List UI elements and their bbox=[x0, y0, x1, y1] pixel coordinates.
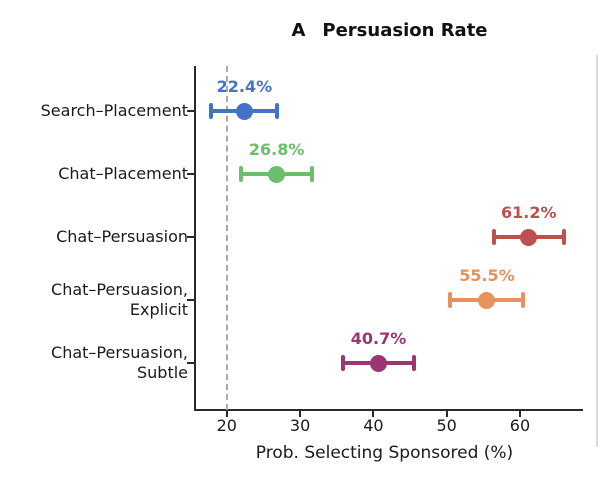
error-bar-cap-left bbox=[448, 292, 453, 308]
y-tick bbox=[187, 236, 194, 238]
panel-label: A bbox=[291, 20, 306, 41]
baseline-20pct-line bbox=[225, 66, 228, 410]
x-tick-label: 30 bbox=[289, 416, 311, 435]
y-tick bbox=[187, 362, 194, 364]
x-tick-label: 60 bbox=[509, 416, 531, 435]
category-label: Chat–Persuasion, Explicit bbox=[51, 280, 188, 319]
category-label: Chat–Persuasion bbox=[56, 227, 188, 246]
y-tick bbox=[187, 110, 194, 112]
y-tick bbox=[187, 173, 194, 175]
value-annotation: 55.5% bbox=[459, 266, 515, 285]
data-point-dot bbox=[268, 165, 286, 183]
category-label: Chat–Placement bbox=[58, 164, 188, 183]
error-bar-cap-left bbox=[238, 166, 243, 182]
data-point-dot bbox=[520, 228, 538, 246]
x-axis-spine bbox=[194, 409, 583, 411]
value-annotation: 26.8% bbox=[248, 140, 305, 159]
x-axis-label: Prob. Selecting Sponsored (%) bbox=[255, 443, 514, 463]
x-tick bbox=[299, 410, 302, 417]
y-axis-spine bbox=[194, 66, 196, 410]
category-label: Search–Placement bbox=[40, 101, 188, 120]
x-tick-label: 40 bbox=[363, 416, 384, 435]
x-tick-label: 20 bbox=[216, 416, 237, 435]
error-bar-cap-right bbox=[520, 292, 525, 308]
data-point-dot bbox=[478, 291, 496, 309]
error-bar-cap-right bbox=[309, 166, 314, 182]
value-annotation: 22.4% bbox=[216, 77, 273, 96]
error-bar-cap-left bbox=[341, 355, 346, 371]
error-bar-cap-left bbox=[209, 103, 214, 119]
chart-title-text: Persuasion Rate bbox=[322, 20, 488, 41]
x-tick bbox=[445, 410, 448, 417]
error-bar-cap-right bbox=[275, 103, 280, 119]
scrollbar-track[interactable] bbox=[596, 55, 598, 447]
data-point-dot bbox=[370, 354, 387, 372]
chart-title: A Persuasion Rate bbox=[196, 20, 583, 41]
value-annotation: 61.2% bbox=[500, 203, 557, 222]
value-annotation: 40.7% bbox=[350, 329, 407, 348]
x-tick bbox=[225, 410, 228, 417]
x-tick bbox=[372, 410, 375, 417]
x-tick-label: 50 bbox=[436, 416, 457, 435]
error-bar-cap-left bbox=[491, 229, 496, 245]
error-bar-cap-right bbox=[561, 229, 566, 245]
data-point-dot bbox=[235, 102, 253, 120]
category-label: Chat–Persuasion, Subtle bbox=[51, 343, 188, 382]
x-tick bbox=[518, 410, 521, 417]
error-bar-cap-right bbox=[411, 355, 416, 371]
y-tick bbox=[187, 299, 194, 301]
